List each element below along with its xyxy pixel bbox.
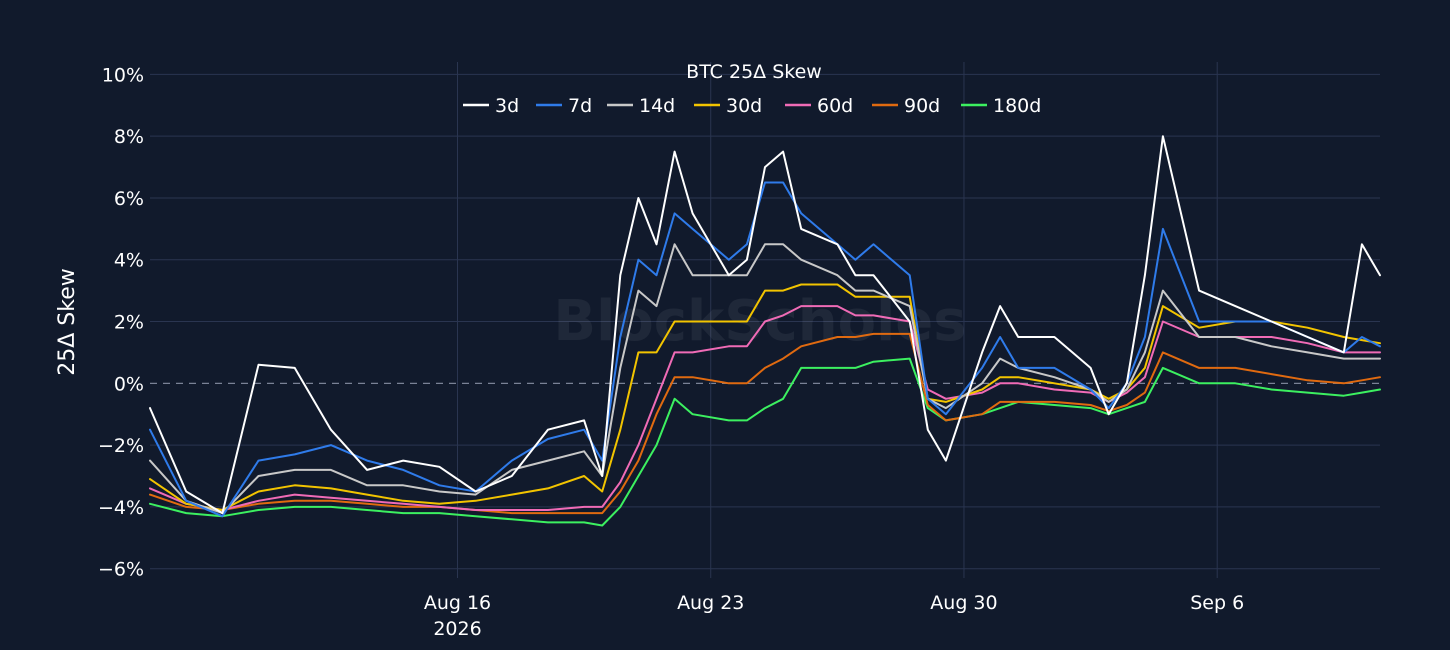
legend-item-90d[interactable]: 90d bbox=[872, 95, 940, 117]
series-lines bbox=[149, 135, 1381, 527]
series-line-90d bbox=[149, 332, 1381, 515]
x-tick-label: Aug 23 bbox=[677, 592, 744, 614]
series-line-30d bbox=[149, 283, 1381, 511]
legend-label: 7d bbox=[568, 95, 592, 117]
y-tick-label: 6% bbox=[114, 188, 144, 210]
x-tick-label: Aug 30 bbox=[930, 592, 997, 614]
y-axis-ticks: 10% 8% 6% 4% 2% 0% −2% −4% −6% bbox=[98, 64, 144, 580]
legend-item-14d[interactable]: 14d bbox=[607, 95, 675, 117]
series-line-3d bbox=[149, 135, 1381, 515]
legend-item-60d[interactable]: 60d bbox=[785, 95, 853, 117]
series-line-60d bbox=[149, 305, 1381, 511]
legend-item-180d[interactable]: 180d bbox=[961, 95, 1041, 117]
legend[interactable]: 3d 7d 14d 30d 60d 90d 180d bbox=[463, 95, 1041, 117]
legend-label: 30d bbox=[726, 95, 762, 117]
legend-item-3d[interactable]: 3d bbox=[463, 95, 519, 117]
legend-item-30d[interactable]: 30d bbox=[694, 95, 762, 117]
x-axis-ticks: Aug 16 2026 Aug 23 Aug 30 Sep 6 bbox=[424, 592, 1244, 640]
y-tick-label: 2% bbox=[114, 312, 144, 334]
y-tick-label: 0% bbox=[114, 373, 144, 395]
y-tick-label: 10% bbox=[102, 64, 144, 86]
legend-item-7d[interactable]: 7d bbox=[536, 95, 592, 117]
x-tick-label: Sep 6 bbox=[1190, 592, 1244, 614]
legend-label: 90d bbox=[904, 95, 940, 117]
legend-label: 180d bbox=[993, 95, 1041, 117]
x-tick-sublabel: 2026 bbox=[433, 618, 481, 640]
series-line-180d bbox=[149, 357, 1381, 527]
series-line-7d bbox=[149, 181, 1381, 518]
chart-title: BTC 25Δ Skew bbox=[686, 61, 822, 83]
x-tick-label: Aug 16 bbox=[424, 592, 491, 614]
y-tick-label: −2% bbox=[98, 435, 144, 457]
legend-label: 60d bbox=[817, 95, 853, 117]
legend-label: 14d bbox=[639, 95, 675, 117]
grid bbox=[150, 62, 1380, 578]
legend-label: 3d bbox=[495, 95, 519, 117]
y-tick-label: −6% bbox=[98, 559, 144, 581]
y-axis-title: 25Δ Skew bbox=[55, 268, 80, 376]
y-tick-label: −4% bbox=[98, 497, 144, 519]
series-line-14d bbox=[149, 243, 1381, 515]
y-tick-label: 8% bbox=[114, 126, 144, 148]
y-tick-label: 4% bbox=[114, 250, 144, 272]
